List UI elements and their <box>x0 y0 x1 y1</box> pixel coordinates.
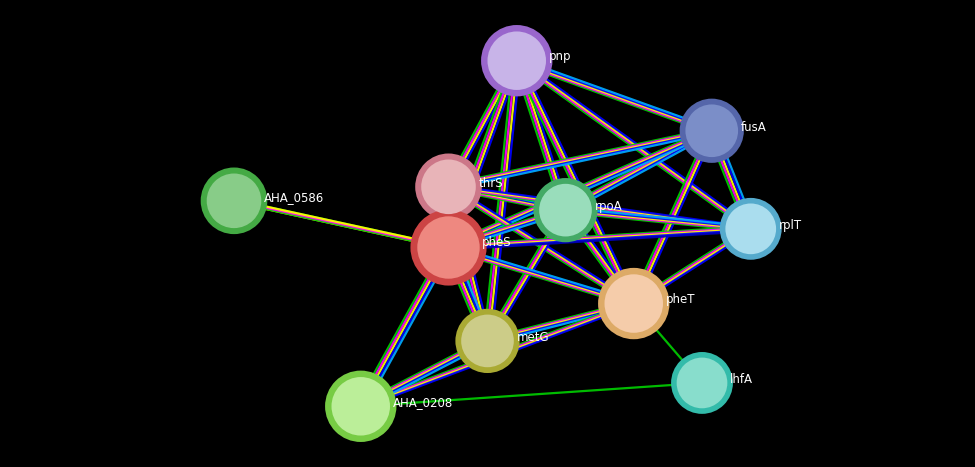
Ellipse shape <box>533 178 598 242</box>
Text: fusA: fusA <box>741 120 766 134</box>
Ellipse shape <box>207 174 261 228</box>
Ellipse shape <box>720 198 782 260</box>
Ellipse shape <box>725 204 776 254</box>
Ellipse shape <box>461 315 514 367</box>
Text: thrS: thrS <box>479 177 503 190</box>
Ellipse shape <box>685 105 738 157</box>
Text: AHA_0586: AHA_0586 <box>264 191 325 204</box>
Text: rplT: rplT <box>779 219 802 232</box>
Ellipse shape <box>604 274 663 333</box>
Ellipse shape <box>410 209 487 286</box>
Ellipse shape <box>671 352 733 414</box>
Text: AHA_0208: AHA_0208 <box>393 396 453 409</box>
Ellipse shape <box>332 377 390 436</box>
Text: metG: metG <box>517 331 549 344</box>
Text: lhfA: lhfA <box>730 373 754 386</box>
Ellipse shape <box>539 184 592 236</box>
Ellipse shape <box>421 160 476 214</box>
Ellipse shape <box>598 268 670 339</box>
Ellipse shape <box>415 154 482 220</box>
Ellipse shape <box>680 99 744 163</box>
Ellipse shape <box>455 309 520 373</box>
Text: pheS: pheS <box>482 236 511 249</box>
Text: pheT: pheT <box>666 293 695 306</box>
Ellipse shape <box>677 358 727 408</box>
Ellipse shape <box>481 25 553 96</box>
Ellipse shape <box>417 216 480 279</box>
Text: pnp: pnp <box>549 50 571 63</box>
Ellipse shape <box>201 168 267 234</box>
Ellipse shape <box>325 371 397 442</box>
Text: rpoA: rpoA <box>595 200 622 213</box>
Ellipse shape <box>488 31 546 90</box>
